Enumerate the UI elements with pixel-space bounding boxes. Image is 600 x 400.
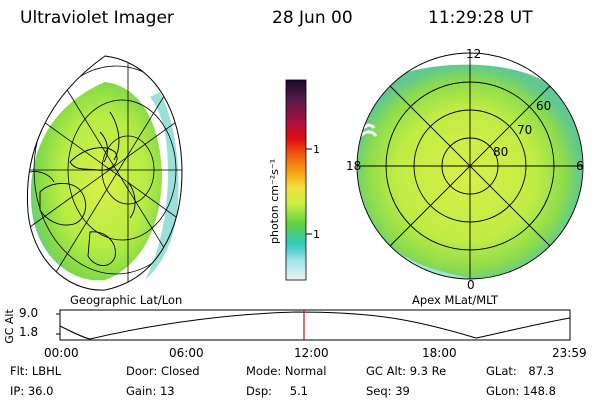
- color-scale-bar: 100 10 photon cm⁻²s⁻¹: [268, 79, 320, 281]
- mlt-label-6: 6: [576, 159, 584, 173]
- info-mode-label: Mode:: [246, 364, 282, 378]
- apex-grid: [356, 52, 584, 280]
- info-flt: Flt: LBHL: [10, 364, 61, 378]
- orbit-altitude-curve: [59, 311, 571, 340]
- orbit-ylabel: GC Alt: [2, 309, 16, 344]
- orbit-xtick-1200: 12:00: [294, 346, 329, 360]
- info-ip-value: 36.0: [27, 384, 54, 398]
- apex-aurora-image: [357, 64, 583, 279]
- info-dsp-label: Dsp:: [246, 384, 273, 398]
- info-gcalt-value: 9.3 Re: [409, 364, 447, 378]
- apex-polar-panel: 12 18 6 0 60 70 80: [346, 47, 584, 292]
- orbit-altitude-plot: [56, 309, 571, 341]
- geographic-image-panel: [26, 55, 183, 291]
- geo-aurora-image: [30, 82, 179, 281]
- info-glon-value: 148.8: [522, 384, 556, 398]
- orbit-xtick-0000: 00:00: [44, 346, 79, 360]
- info-dsp: Dsp: 5.1: [246, 384, 308, 398]
- geo-panel-label: Geographic Lat/Lon: [70, 293, 183, 307]
- info-seq-value: 39: [395, 384, 410, 398]
- apex-panel-label: Apex MLat/MLT: [412, 293, 499, 307]
- lat-label-60: 60: [536, 99, 551, 113]
- orbit-xtick-1800: 18:00: [422, 346, 457, 360]
- info-gain: Gain: 13: [126, 384, 175, 398]
- mlt-label-0: 0: [467, 278, 475, 292]
- info-flt-value: LBHL: [31, 364, 62, 378]
- info-ip: IP: 36.0: [10, 384, 53, 398]
- lat-label-80: 80: [493, 145, 508, 159]
- info-door-label: Door:: [126, 364, 158, 378]
- info-seq: Seq: 39: [366, 384, 410, 398]
- info-glon-label: GLon:: [486, 384, 520, 398]
- info-glat-value: 87.3: [528, 364, 555, 378]
- orbit-xtick-2359: 23:59: [552, 346, 587, 360]
- lat-label-70: 70: [517, 123, 532, 137]
- geo-grid: [27, 56, 182, 291]
- earth-limb: [26, 55, 183, 291]
- orbit-plot-frame: [59, 309, 571, 341]
- info-glat-label: GLat:: [486, 364, 517, 378]
- date-label: 28 Jun 00: [272, 8, 353, 28]
- colorbar-unit-label: photon cm⁻²s⁻¹: [268, 159, 281, 244]
- time-label: 11:29:28 UT: [428, 8, 533, 28]
- colorbar-tick-10: 10: [313, 228, 320, 241]
- info-ip-label: IP:: [10, 384, 25, 398]
- orbit-xtick-0600: 06:00: [169, 346, 204, 360]
- info-mode-value: Normal: [284, 364, 327, 378]
- orbit-ytick-low: 1.8: [19, 325, 39, 339]
- info-glon: GLon: 148.8: [486, 384, 556, 398]
- info-door: Door: Closed: [126, 364, 200, 378]
- info-seq-label: Seq:: [366, 384, 392, 398]
- mlt-label-12: 12: [466, 47, 481, 61]
- info-gcalt-label: GC Alt:: [366, 364, 407, 378]
- info-gain-value: 13: [159, 384, 175, 398]
- info-flt-label: Flt:: [10, 364, 29, 378]
- info-door-value: Closed: [160, 364, 200, 378]
- orbit-ytick-high: 9.0: [19, 306, 39, 320]
- colorbar-tick-100: 100: [313, 143, 320, 156]
- mlt-label-18: 18: [346, 159, 361, 173]
- info-gain-label: Gain:: [126, 384, 157, 398]
- info-gcalt: GC Alt: 9.3 Re: [366, 364, 446, 378]
- info-glat: GLat: 87.3: [486, 364, 554, 378]
- info-dsp-value: 5.1: [289, 384, 308, 398]
- orbit-ylabel-wrap: GC Alt: [0, 309, 16, 344]
- colorbar-gradient: [285, 79, 307, 281]
- instrument-title: Ultraviolet Imager: [20, 8, 174, 28]
- info-mode: Mode: Normal: [246, 364, 326, 378]
